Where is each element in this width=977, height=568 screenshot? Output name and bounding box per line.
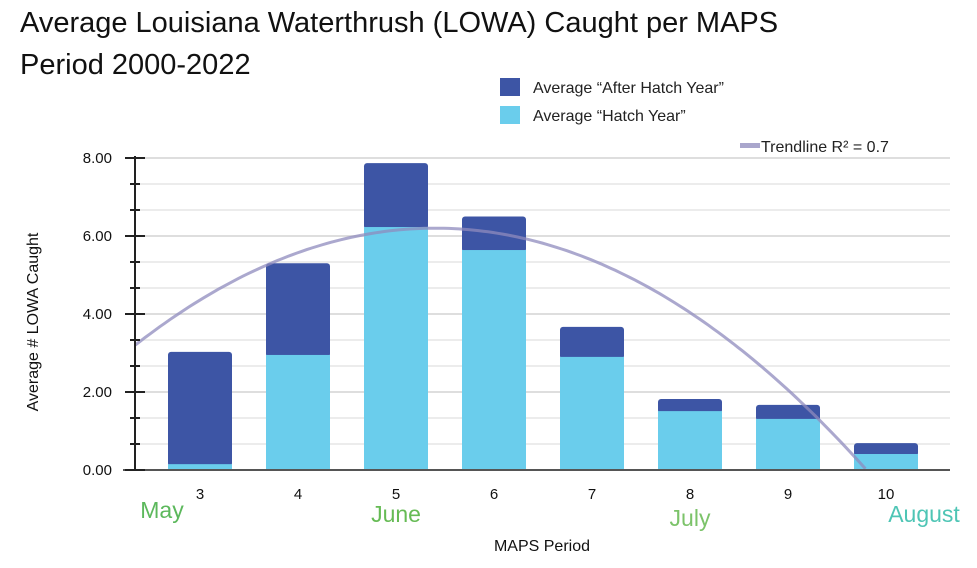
month-label-may: May bbox=[140, 497, 184, 523]
axes bbox=[123, 156, 950, 471]
bar-hatch-year-7 bbox=[560, 356, 624, 470]
y-tick-label: 2.00 bbox=[83, 384, 112, 401]
y-tick-label: 6.00 bbox=[83, 228, 112, 245]
x-tick-label: 4 bbox=[294, 486, 302, 503]
y-tick-label: 4.00 bbox=[83, 306, 112, 323]
x-tick-label: 5 bbox=[392, 486, 400, 503]
x-tick-label: 9 bbox=[784, 486, 792, 503]
gridlines bbox=[135, 157, 950, 471]
legend-label-hatch-year: Average “Hatch Year” bbox=[533, 108, 686, 125]
x-tick-labels: 3 4 5 6 7 8 9 10 bbox=[196, 486, 895, 503]
bar-hatch-year-6 bbox=[462, 250, 526, 470]
bar-after-hatch-year-4 bbox=[266, 263, 330, 357]
bar-after-hatch-year-9 bbox=[756, 404, 820, 421]
bar-hatch-year-8 bbox=[658, 411, 722, 470]
bar-after-hatch-year-10 bbox=[854, 443, 918, 457]
x-axis-label: MAPS Period bbox=[494, 538, 590, 555]
legend: Average “After Hatch Year” Average “Hatc… bbox=[500, 78, 889, 156]
month-label-august: August bbox=[888, 501, 960, 527]
x-tick-label: 3 bbox=[196, 486, 204, 503]
bar-after-hatch-year-7 bbox=[560, 326, 624, 359]
bar-hatch-year-10 bbox=[854, 454, 918, 470]
month-label-june: June bbox=[371, 501, 421, 527]
bar-hatch-year-9 bbox=[756, 418, 820, 470]
legend-swatch-hatch-year bbox=[500, 106, 520, 124]
bar-after-hatch-year-5 bbox=[364, 163, 428, 230]
chart-title-line-1: Average Louisiana Waterthrush (LOWA) Cau… bbox=[20, 7, 778, 39]
trendline bbox=[134, 226, 867, 470]
x-tick-label: 7 bbox=[588, 486, 596, 503]
x-tick-label: 8 bbox=[686, 486, 694, 503]
month-annotations: May June July August bbox=[140, 497, 960, 531]
legend-label-after-hatch-year: Average “After Hatch Year” bbox=[533, 80, 724, 97]
legend-swatch-after-hatch-year bbox=[500, 78, 520, 96]
month-label-july: July bbox=[670, 505, 711, 531]
y-tick-label: 8.00 bbox=[83, 150, 112, 167]
y-tick-labels: 0.00 2.00 4.00 6.00 8.00 bbox=[83, 150, 112, 479]
bar-hatch-year-5 bbox=[364, 227, 428, 470]
legend-swatch-trendline bbox=[740, 143, 760, 148]
bar-hatch-year-3 bbox=[168, 464, 232, 470]
y-axis-label: Average # LOWA Caught bbox=[25, 232, 42, 411]
chart-title-line-2: Period 2000-2022 bbox=[20, 49, 251, 81]
bar-after-hatch-year-8 bbox=[658, 399, 722, 414]
x-tick-label: 6 bbox=[490, 486, 498, 503]
bar-after-hatch-year-6 bbox=[462, 216, 526, 253]
legend-label-trendline: Trendline R² = 0.7 bbox=[761, 139, 889, 156]
bar-hatch-year-4 bbox=[266, 354, 330, 470]
x-tick-label: 10 bbox=[878, 486, 895, 503]
bars bbox=[168, 163, 918, 470]
bar-after-hatch-year-3 bbox=[168, 351, 232, 467]
y-tick-label: 0.00 bbox=[83, 462, 112, 479]
